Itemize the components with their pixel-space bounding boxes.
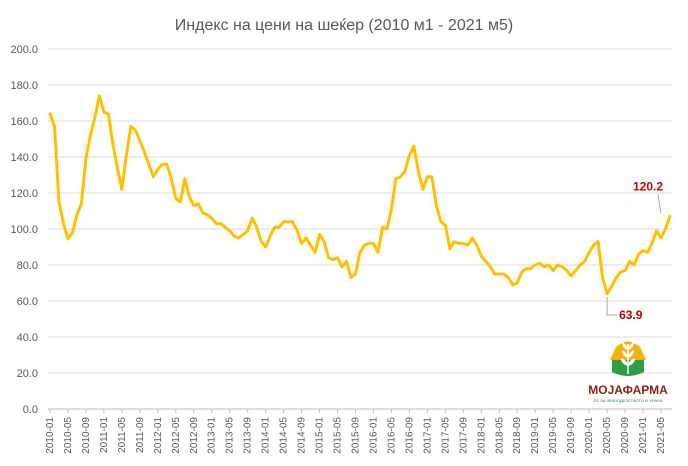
x-tick-label: 2019-09	[566, 417, 577, 454]
annotation-leader-line	[606, 296, 618, 316]
x-tick-label: 2012-09	[189, 417, 200, 454]
x-tick-label: 2016-09	[404, 417, 415, 454]
x-tick-label: 2011-05	[117, 417, 128, 453]
x-tick-label: 2012-01	[153, 417, 164, 454]
x-tick-label: 2015-09	[351, 417, 362, 454]
x-tick-label: 2013-09	[243, 417, 254, 454]
x-tick-label: 2018-01	[476, 417, 487, 454]
x-tick-label: 2013-01	[207, 417, 218, 454]
x-tick-label: 2021-05	[656, 417, 667, 454]
x-tick-label: 2017-05	[440, 417, 451, 454]
y-axis-ticks: 0.0 20.0 40.0 60.0 80.0 100.0 120.0 140.0 160.0 1…	[10, 44, 38, 416]
x-tick-label: 2010-01	[45, 417, 56, 454]
y-tick-label: 0.0	[23, 404, 38, 416]
annotation-leader-line	[657, 194, 662, 214]
chart-title: Индекс на цени на шеќер (2010 м1 - 2021 …	[175, 17, 513, 34]
x-tick-label: 2014-01	[261, 417, 272, 454]
data-label: 120.2	[633, 180, 663, 194]
y-tick-label: 120.0	[10, 188, 38, 200]
x-tick-label: 2018-05	[494, 417, 505, 454]
y-tick-label: 40.0	[17, 332, 38, 344]
x-tick-label: 2021-01	[638, 417, 649, 454]
x-tick-label: 2017-01	[422, 417, 433, 454]
x-tick-label: 2014-05	[279, 417, 290, 454]
x-tick-label: 2010-05	[63, 417, 74, 454]
x-tick-label: 2011-09	[135, 417, 146, 453]
y-tick-label: 80.0	[17, 260, 38, 272]
wheat-logo-icon	[610, 341, 646, 376]
gridlines	[48, 48, 672, 410]
x-tick-label: 2016-01	[368, 417, 379, 454]
x-tick-label: 2019-01	[530, 417, 541, 454]
x-tick-label: 2016-05	[386, 417, 397, 454]
x-tick-label: 2020-09	[620, 417, 631, 454]
logo-name: МОЈАФАРМА	[588, 383, 668, 397]
y-tick-label: 160.0	[10, 116, 38, 128]
annotations-layer: 63.9 120.2	[606, 180, 663, 322]
series-layer	[48, 94, 672, 296]
series-line	[48, 94, 672, 296]
x-tick-label: 2015-01	[315, 417, 326, 454]
x-tick-label: 2010-09	[81, 417, 92, 454]
x-tick-label: 2019-05	[548, 417, 559, 454]
y-tick-label: 200.0	[10, 44, 38, 56]
data-label: 63.9	[619, 308, 643, 322]
y-tick-label: 140.0	[10, 152, 38, 164]
x-tick-label: 2018-09	[512, 417, 523, 454]
x-tick-label: 2014-09	[297, 417, 308, 454]
x-tick-label: 2020-01	[584, 417, 595, 454]
x-tick-label: 2015-05	[333, 417, 344, 454]
x-tick-label: 2020-05	[602, 417, 613, 454]
y-tick-label: 180.0	[10, 80, 38, 92]
x-tick-label: 2017-09	[458, 417, 469, 454]
y-tick-label: 60.0	[17, 296, 38, 308]
logo: МОЈАФАРМА СЕ ЗА ЗЕМЈОДЕЛСТВОТО И ХРАНА	[588, 341, 668, 403]
y-tick-label: 100.0	[10, 224, 38, 236]
logo-tagline: СЕ ЗА ЗЕМЈОДЕЛСТВОТО И ХРАНА	[594, 398, 663, 403]
x-tick-label: 2011-01	[99, 417, 110, 453]
y-tick-label: 20.0	[17, 368, 38, 380]
x-tick-label: 2012-05	[171, 417, 182, 454]
x-tick-label: 2013-05	[225, 417, 236, 454]
x-axis-ticks: 2010-01 2010-05 2010-09 2011-01 2011-05 2011-…	[45, 409, 667, 454]
